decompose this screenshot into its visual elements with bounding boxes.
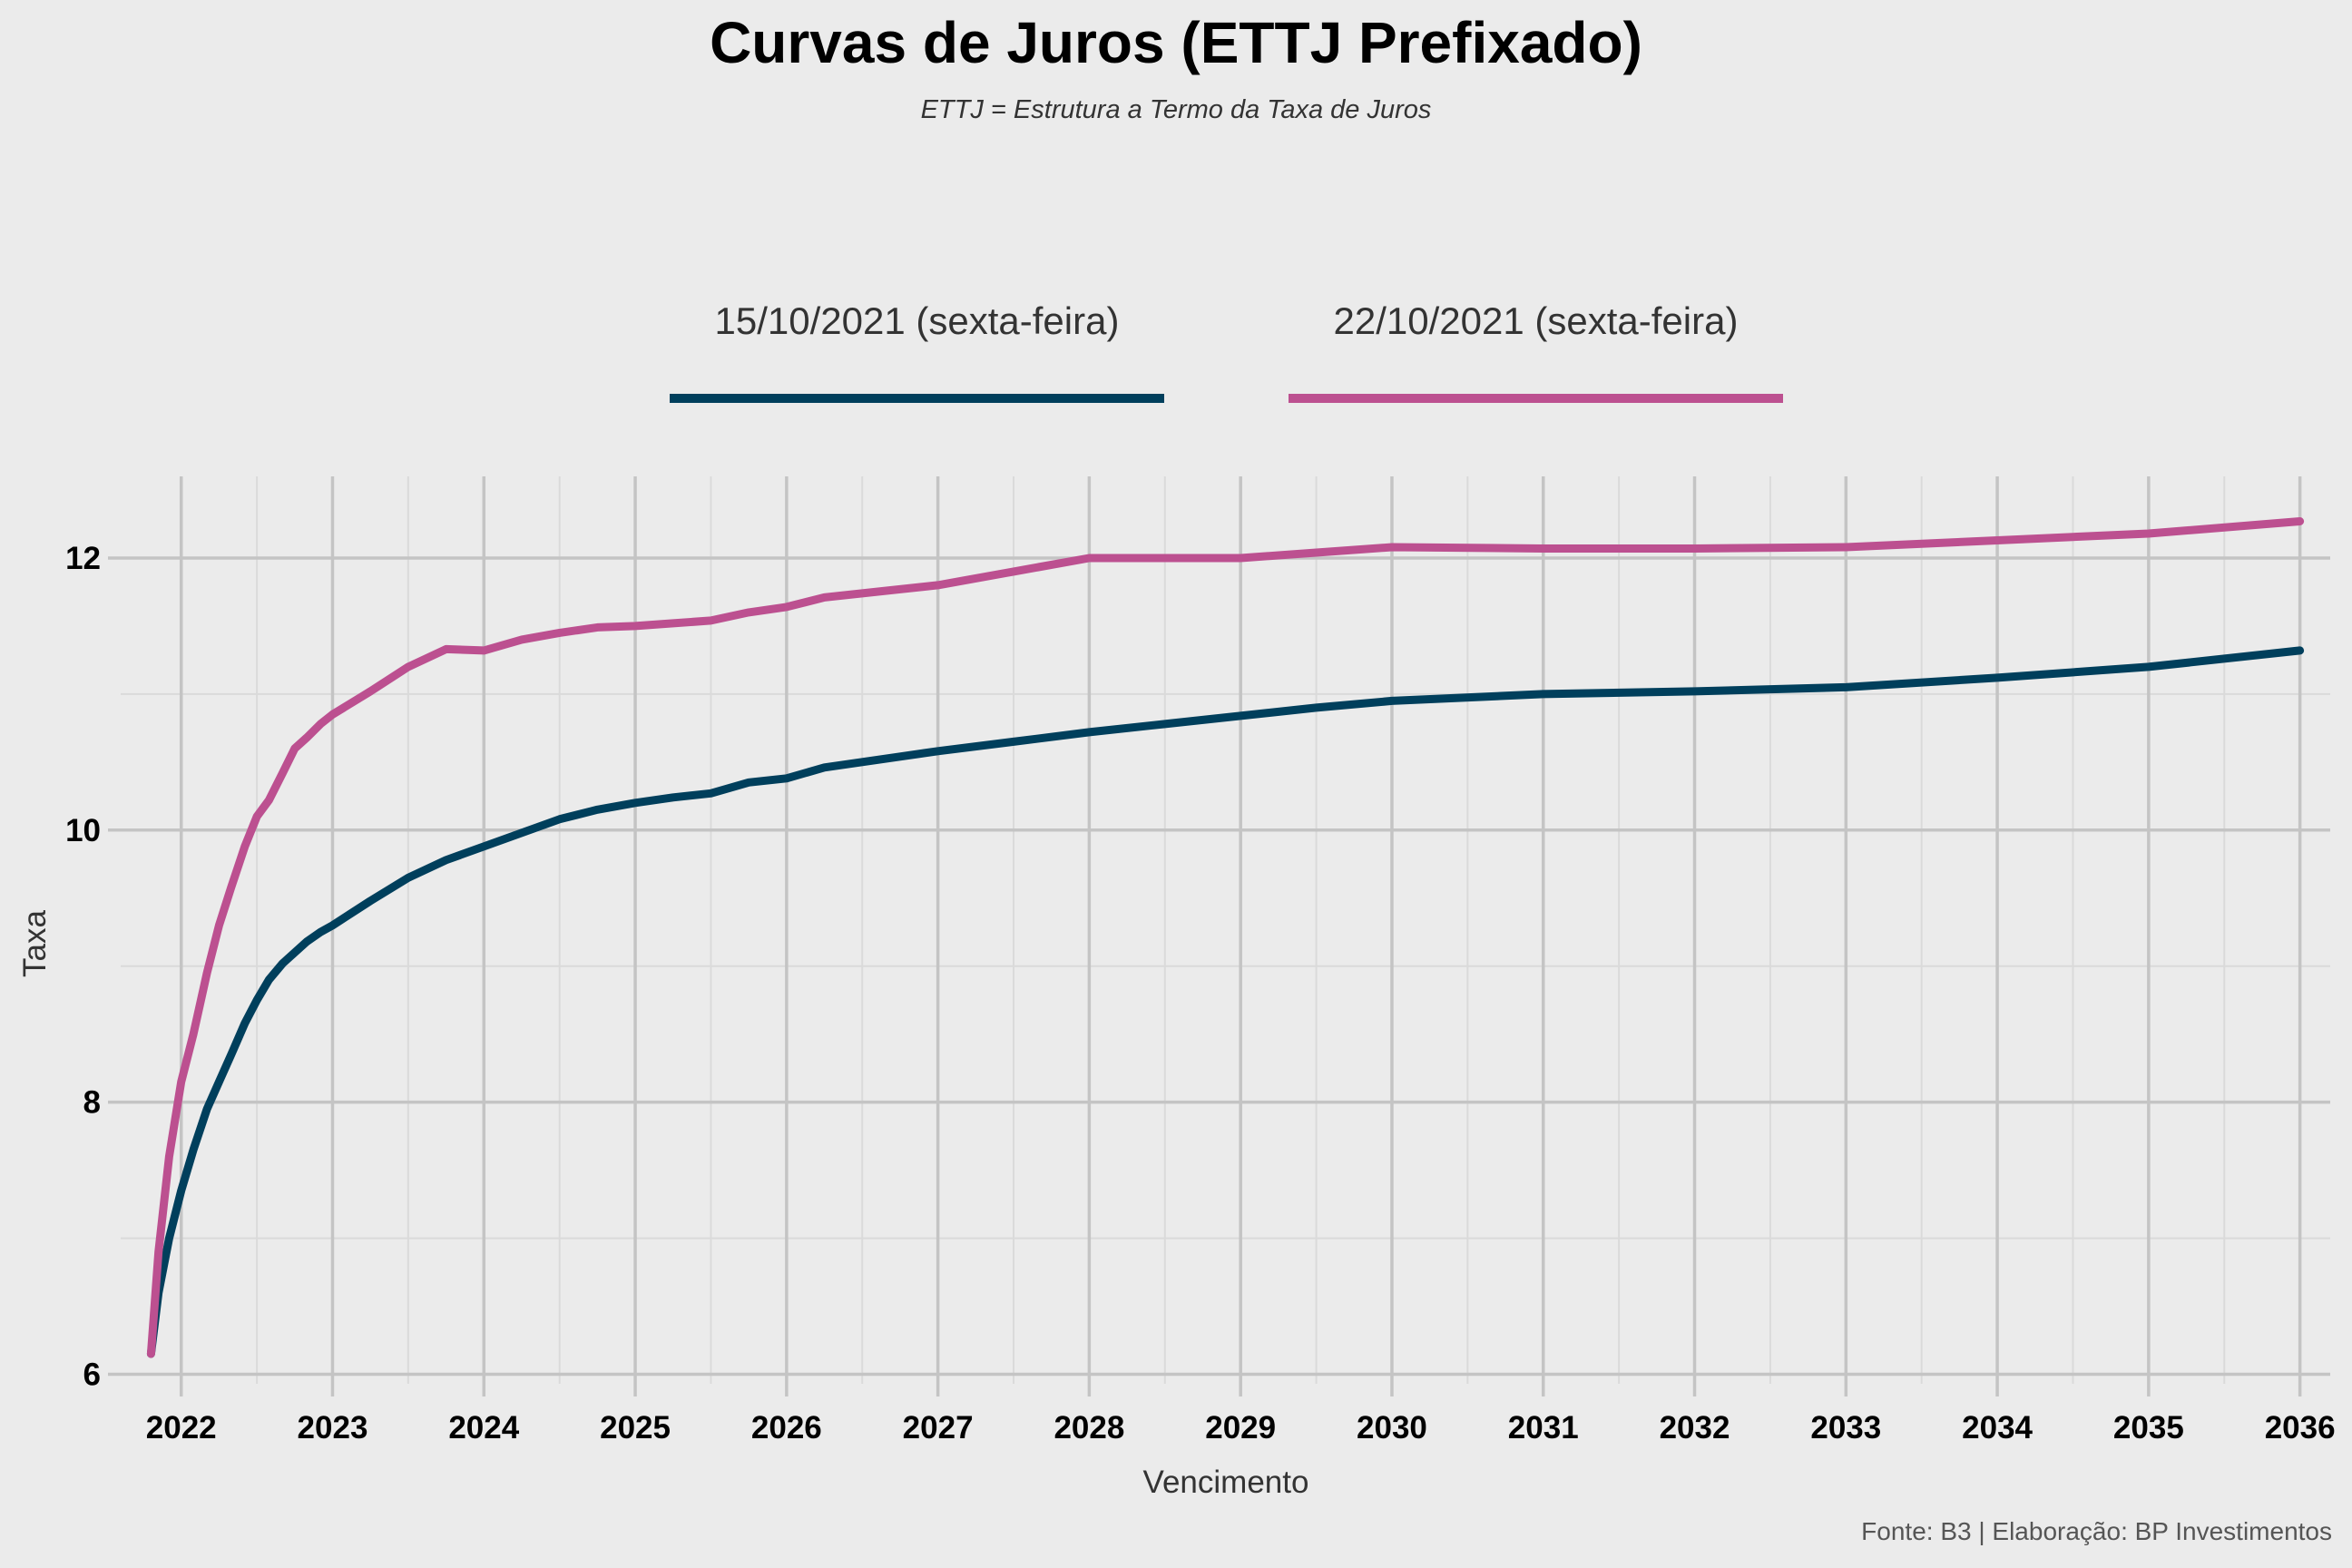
x-tick-label: 2029	[1205, 1410, 1276, 1446]
series-line-2	[146, 517, 2305, 1358]
series-line-1	[146, 646, 2305, 1358]
x-axis-ticks: 2022 2023 2024 2025 2026 2027 2028 2029 2030 2031…	[146, 1410, 2336, 1446]
x-tick-label: 2032	[1660, 1410, 1730, 1446]
x-tick-label: 2027	[903, 1410, 974, 1446]
y-axis-ticks: 6 8 10 12	[65, 541, 101, 1393]
y-tick-label: 10	[65, 813, 101, 848]
minor-gridlines	[121, 476, 2330, 1384]
y-tick-label: 12	[65, 541, 101, 576]
x-tick-label: 2022	[146, 1410, 217, 1446]
legend: 15/10/2021 (sexta-feira) 22/10/2021 (sex…	[0, 299, 2352, 426]
x-tick-label: 2034	[1962, 1410, 2033, 1446]
x-axis-title: Vencimento	[1143, 1465, 1309, 1500]
x-tick-label: 2024	[448, 1410, 519, 1446]
x-tick-label: 2031	[1508, 1410, 1579, 1446]
major-gridlines	[108, 476, 2330, 1396]
x-tick-label: 2035	[2113, 1410, 2184, 1446]
x-tick-label: 2028	[1054, 1410, 1124, 1446]
x-tick-label: 2033	[1810, 1410, 1881, 1446]
legend-item-series-1: 15/10/2021 (sexta-feira)	[670, 299, 1164, 403]
y-tick-label: 6	[83, 1357, 101, 1393]
legend-label-series-1: 15/10/2021 (sexta-feira)	[714, 299, 1120, 342]
series-lines	[146, 517, 2305, 1358]
x-tick-label: 2036	[2265, 1410, 2336, 1446]
x-tick-label: 2030	[1357, 1410, 1427, 1446]
chart-subtitle: ETTJ = Estrutura a Termo da Taxa de Juro…	[920, 95, 1432, 124]
y-axis-title: Taxa	[17, 910, 53, 977]
x-tick-label: 2023	[298, 1410, 368, 1446]
x-tick-label: 2025	[600, 1410, 671, 1446]
legend-item-series-2: 22/10/2021 (sexta-feira)	[1289, 299, 1783, 403]
x-tick-label: 2026	[751, 1410, 822, 1446]
source-caption: Fonte: B3 | Elaboração: BP Investimentos	[1861, 1517, 2332, 1545]
y-tick-label: 8	[83, 1085, 101, 1121]
chart-title: Curvas de Juros (ETTJ Prefixado)	[710, 10, 1642, 75]
legend-key-series-1	[670, 394, 1164, 403]
legend-label-series-2: 22/10/2021 (sexta-feira)	[1333, 299, 1739, 342]
legend-key-series-2	[1289, 394, 1783, 403]
